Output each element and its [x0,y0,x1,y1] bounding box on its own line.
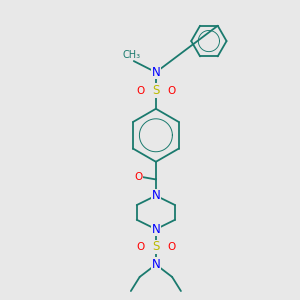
Text: O: O [136,242,145,252]
Text: N: N [152,258,160,271]
Text: N: N [152,189,160,202]
Text: O: O [167,242,175,252]
Text: S: S [152,240,160,254]
Text: O: O [136,85,145,95]
Text: S: S [152,84,160,97]
Text: CH₃: CH₃ [122,50,140,60]
Text: N: N [152,66,160,79]
Text: O: O [134,172,142,182]
Text: N: N [152,223,160,236]
Text: O: O [167,85,175,95]
